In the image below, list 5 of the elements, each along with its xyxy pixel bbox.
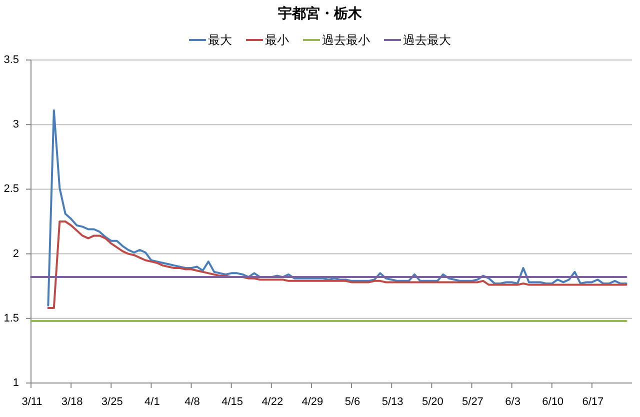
legend-label: 最大 [208,33,232,47]
title: 宇都宮・栃木 [278,5,362,21]
legend-label: 過去最小 [322,33,370,47]
legend-label: 最小 [265,33,289,47]
legend-label: 過去最大 [403,33,451,47]
